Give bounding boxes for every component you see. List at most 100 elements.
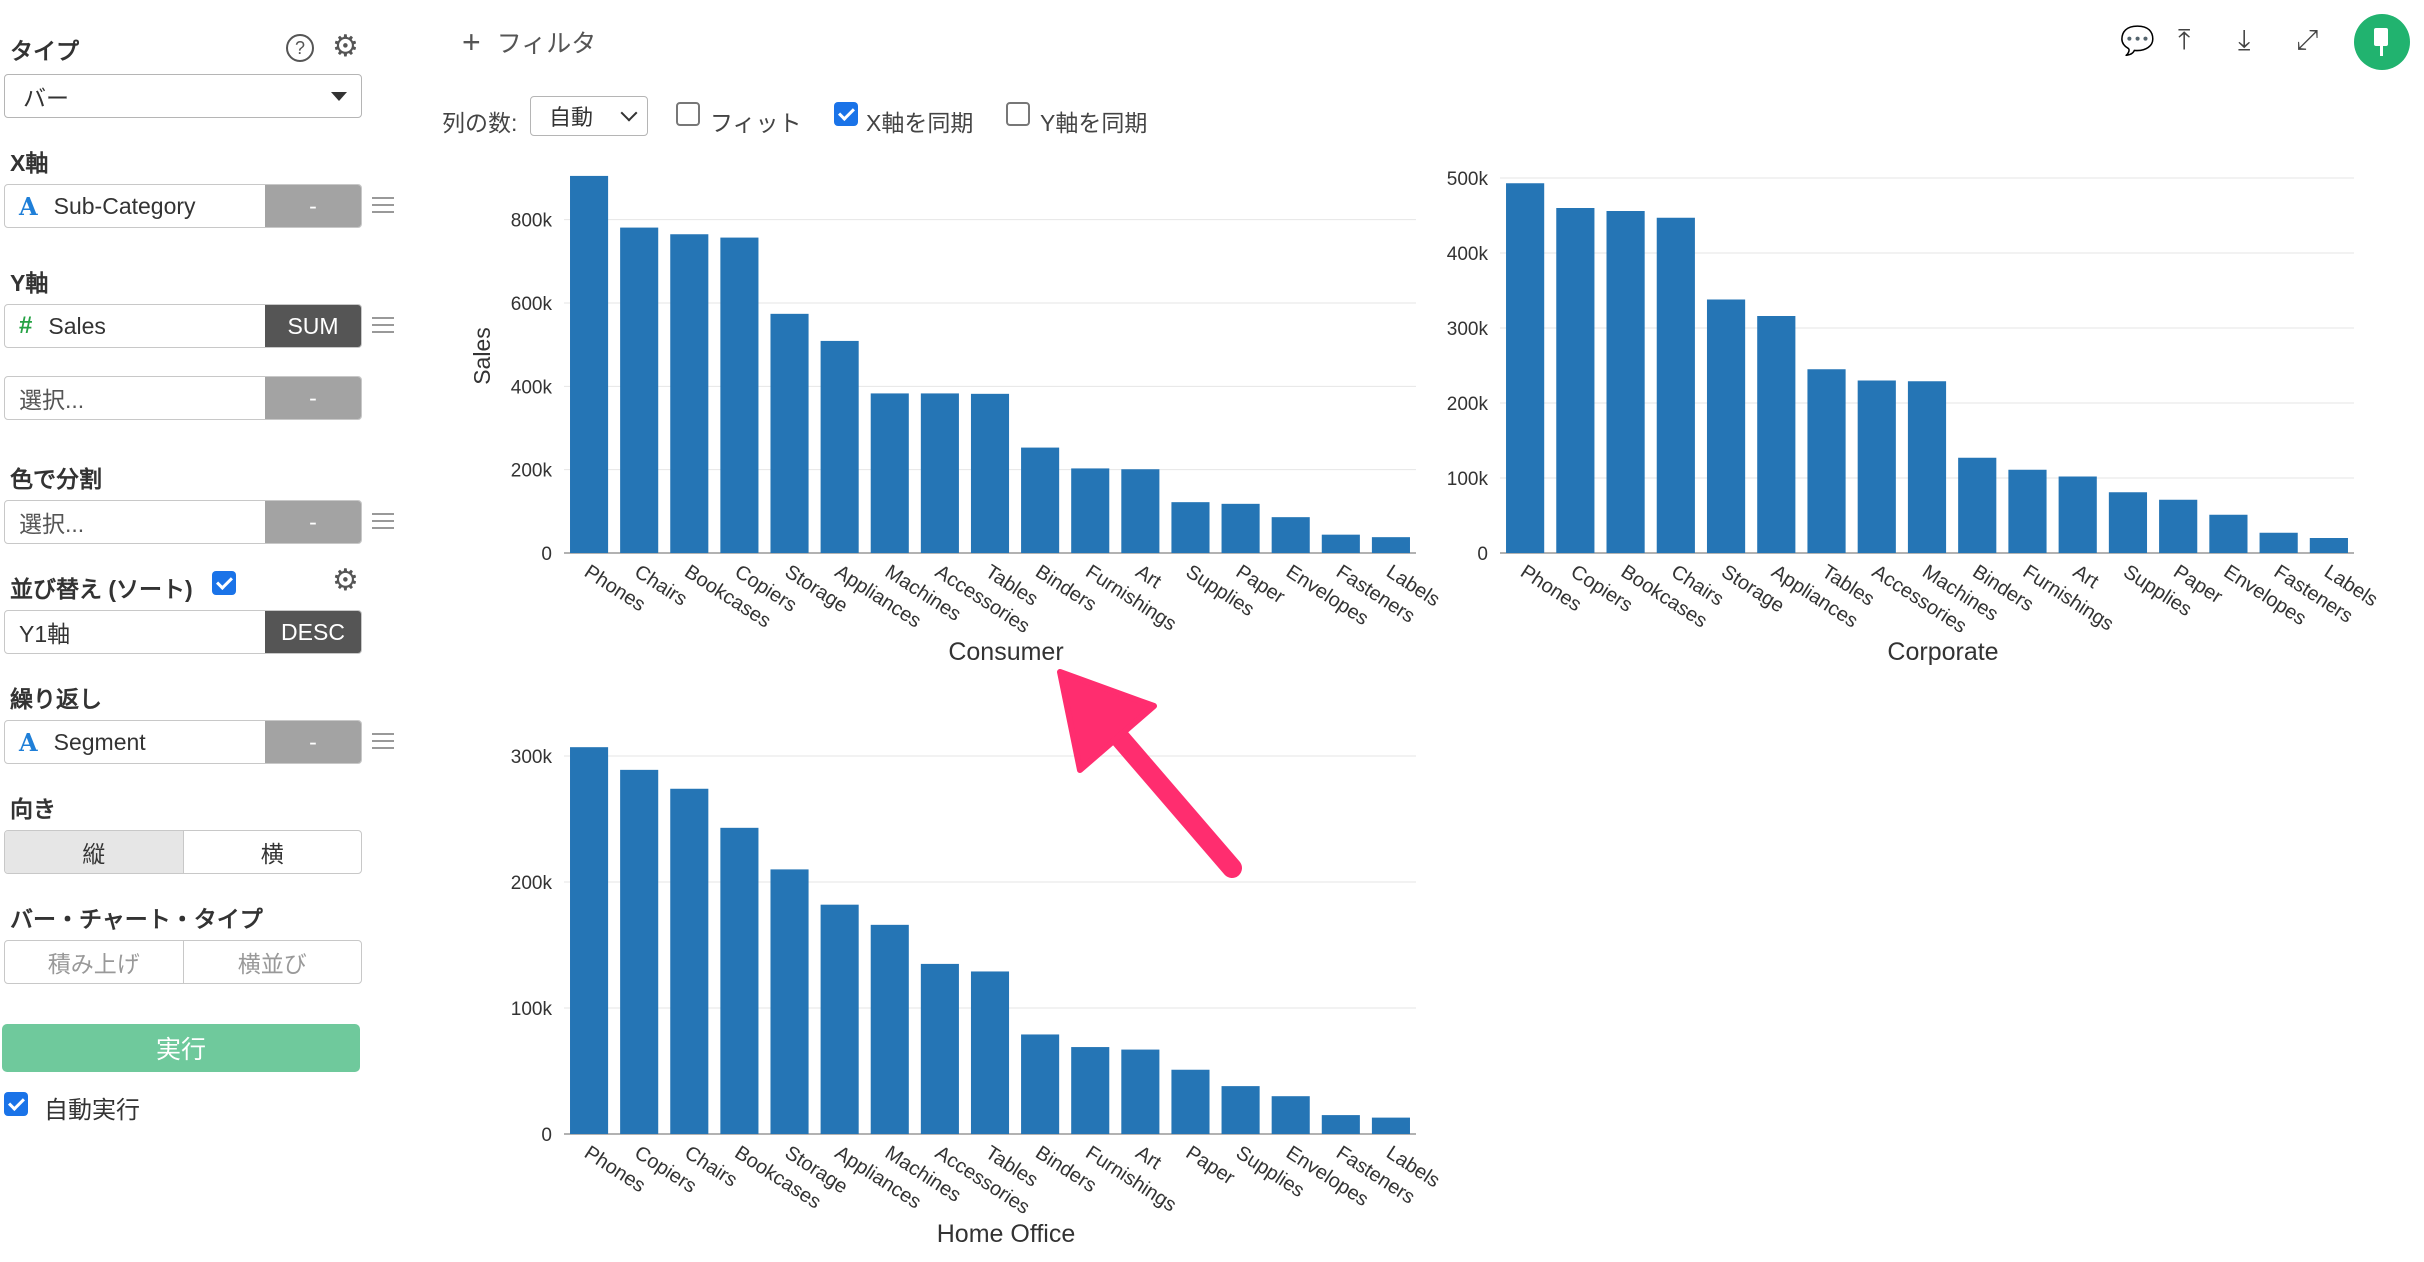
yaxis2-field-box[interactable]: 選択... - (4, 376, 362, 420)
orientation-vertical-button[interactable]: 縦 (5, 831, 183, 873)
bar-copiers (620, 769, 659, 1134)
caret-down-icon (331, 92, 347, 101)
repeat-agg-button[interactable]: - (265, 721, 361, 763)
upload-icon[interactable]: ⤒ (2178, 24, 2191, 55)
bar-fasteners (1321, 1115, 1360, 1134)
yaxis-field: Sales (48, 312, 106, 339)
bar-envelopes (2209, 514, 2248, 553)
annotation-arrow-icon (1057, 669, 1242, 878)
expand-icon[interactable]: ⤢ (2296, 24, 2319, 55)
bar-storage (1706, 299, 1746, 553)
drag-handle-icon[interactable] (372, 197, 394, 213)
color-agg-button[interactable]: - (265, 501, 361, 543)
help-icon[interactable]: ? (286, 34, 314, 62)
sync-x-label: X軸を同期 (866, 110, 974, 136)
bar-machines (870, 393, 909, 553)
xaxis-field-box[interactable]: A Sub-Category - (4, 184, 362, 228)
y-tick-label: 400k (1447, 244, 1489, 265)
sort-label: 並び替え (ソート) (10, 576, 193, 602)
drag-handle-icon[interactable] (372, 733, 394, 749)
sync-y-label: Y軸を同期 (1040, 110, 1148, 136)
y-axis-title: Sales (469, 327, 495, 385)
string-type-icon: A (19, 191, 38, 221)
settings-gear-icon[interactable]: ⚙ (332, 30, 359, 63)
xaxis-agg-button[interactable]: - (265, 185, 361, 227)
bar-tables (970, 971, 1010, 1134)
yaxis2-agg-button[interactable]: - (265, 377, 361, 419)
string-type-icon: A (19, 727, 38, 757)
sort-settings-gear-icon[interactable]: ⚙ (332, 564, 359, 597)
bar-fasteners (2259, 532, 2298, 553)
bar-machines (870, 924, 909, 1134)
sort-checkbox[interactable] (212, 571, 236, 595)
bar-accessories (920, 963, 959, 1134)
bar-phones (570, 175, 609, 553)
y-tick-label: 100k (511, 999, 553, 1020)
columns-select[interactable]: 自動 (530, 96, 648, 136)
bar-accessories (920, 393, 959, 553)
bar-chairs (620, 227, 659, 554)
bar-appliances (820, 904, 859, 1134)
bar-machines (1907, 381, 1947, 553)
bar-appliances (1757, 316, 1796, 553)
orientation-horizontal-button[interactable]: 横 (182, 831, 362, 873)
fit-checkbox[interactable] (676, 102, 700, 126)
y-tick-label: 300k (511, 747, 553, 768)
auto-run-checkbox[interactable] (4, 1092, 28, 1116)
bar-bookcases (1606, 211, 1645, 553)
numeric-type-icon: # (19, 312, 33, 339)
y-tick-label: 100k (1447, 469, 1489, 490)
yaxis-field-box[interactable]: # Sales SUM (4, 304, 362, 348)
bar-tables (1807, 369, 1846, 553)
bar-bookcases (720, 827, 759, 1134)
fit-label: フィット (710, 110, 802, 136)
bar-furnishings (1071, 468, 1110, 553)
bar-labels (2309, 538, 2348, 553)
bar-appliances (820, 340, 859, 553)
yaxis-agg-button[interactable]: SUM (265, 305, 361, 347)
filter-label: フィルタ (496, 30, 597, 58)
bar-chairs (670, 788, 709, 1134)
columns-value: 自動 (549, 105, 594, 130)
repeat-field: Segment (53, 728, 146, 755)
bar-accessories (1857, 380, 1896, 553)
bar-supplies (1221, 1086, 1260, 1134)
bar-storage (770, 869, 809, 1134)
bar-labels (1371, 1117, 1410, 1134)
bar-envelopes (1271, 517, 1310, 553)
bar-type-side-button[interactable]: 横並び (182, 941, 362, 983)
chart-type-select[interactable]: バー (4, 74, 362, 118)
sync-x-checkbox[interactable] (834, 102, 858, 126)
facet-title: Home Office (937, 1220, 1075, 1248)
bar-type-toggle: 積み上げ 横並び (4, 940, 362, 984)
y-tick-label: 400k (511, 377, 553, 398)
add-filter-button[interactable]: + フィルタ (462, 24, 596, 60)
sort-field-box[interactable]: Y1軸 DESC (4, 610, 362, 654)
color-field-box[interactable]: 選択... - (4, 500, 362, 544)
bar-copiers (1556, 208, 1595, 553)
bar-copiers (720, 237, 759, 554)
bar-binders (1021, 1034, 1060, 1134)
comment-icon[interactable]: 💬 (2120, 25, 2155, 56)
y-tick-label: 800k (511, 211, 553, 232)
chart-type-value: バー (23, 85, 69, 111)
orientation-toggle: 縦 横 (4, 830, 362, 874)
color-placeholder: 選択... (19, 511, 85, 537)
sort-field: Y1軸 (19, 621, 71, 647)
sort-order-button[interactable]: DESC (265, 611, 361, 653)
pin-icon[interactable] (2354, 14, 2410, 70)
bar-tables (970, 393, 1010, 553)
bar-supplies (2108, 492, 2148, 553)
bar-art (2058, 476, 2097, 553)
drag-handle-icon[interactable] (372, 513, 394, 529)
download-icon[interactable]: ⤓ (2238, 24, 2251, 55)
bar-art (1121, 1049, 1160, 1134)
repeat-field-box[interactable]: A Segment - (4, 720, 362, 764)
bar-paper (1171, 1069, 1210, 1134)
bar-type-stacked-button[interactable]: 積み上げ (47, 951, 140, 977)
sync-y-checkbox[interactable] (1006, 102, 1030, 126)
run-button[interactable]: 実行 (2, 1024, 360, 1072)
drag-handle-icon[interactable] (372, 317, 394, 333)
bar-envelopes (1271, 1096, 1310, 1134)
